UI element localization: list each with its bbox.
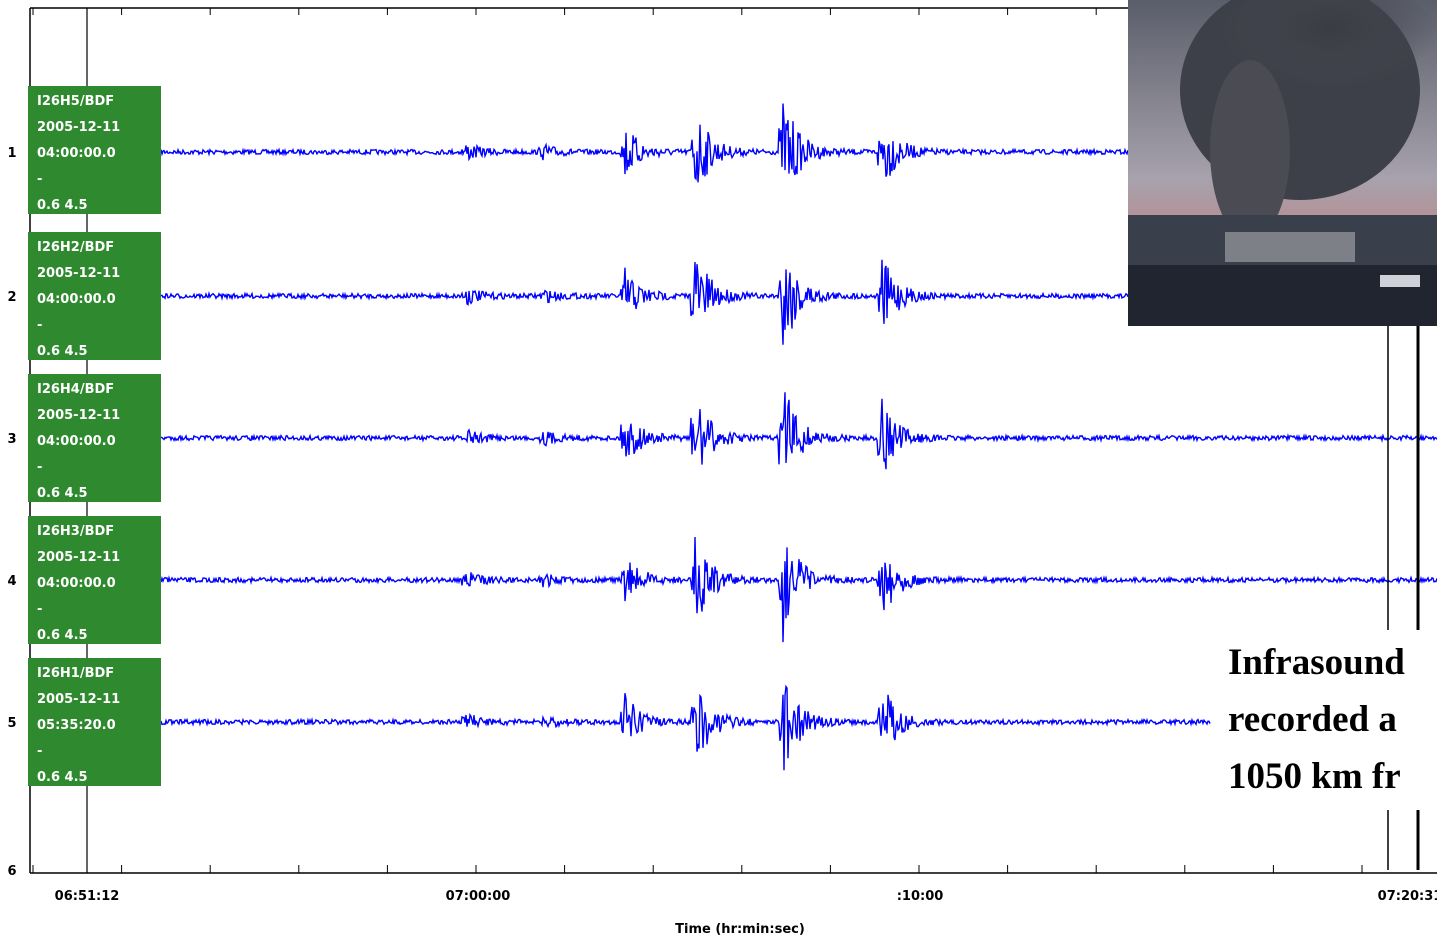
station-box xyxy=(28,232,161,360)
caption-line: 1050 km fr xyxy=(1228,756,1401,797)
station-date: 2005-12-11 xyxy=(37,692,120,707)
station-date: 2005-12-11 xyxy=(37,550,120,565)
station-dash: - xyxy=(37,744,42,759)
waveform-trace xyxy=(160,536,1437,643)
axis-title: Time (hr:min:sec) xyxy=(675,922,805,937)
caption-line: recorded a xyxy=(1228,699,1397,740)
caption-bg xyxy=(1220,630,1437,810)
station-time: 04:00:00.0 xyxy=(37,292,116,307)
row-number: 4 xyxy=(7,574,16,589)
station-time: 04:00:00.0 xyxy=(37,576,116,591)
station-box xyxy=(28,86,161,214)
station-band: 0.6 4.5 xyxy=(37,198,88,213)
row-number: 3 xyxy=(7,432,16,447)
station-station: I26H5/BDF xyxy=(37,94,114,109)
station-date: 2005-12-11 xyxy=(37,120,120,135)
waveform-trace xyxy=(160,684,1211,771)
station-box xyxy=(28,374,161,502)
station-station: I26H1/BDF xyxy=(37,666,114,681)
station-dash: - xyxy=(37,318,42,333)
station-time: 05:35:20.0 xyxy=(37,718,116,733)
station-date: 2005-12-11 xyxy=(37,408,120,423)
time-ticks: 06:51:12 07:00:00 :10:00 07:20:31 xyxy=(32,8,1437,904)
row-number: 2 xyxy=(7,290,16,305)
station-time: 04:00:00.0 xyxy=(37,434,116,449)
station-dash: - xyxy=(37,460,42,475)
event-photo xyxy=(1128,0,1437,326)
station-dash: - xyxy=(37,172,42,187)
station-band: 0.6 4.5 xyxy=(37,628,88,643)
station-dash: - xyxy=(37,602,42,617)
row-number: 5 xyxy=(7,716,16,731)
station-band: 0.6 4.5 xyxy=(37,486,88,501)
row-number: 1 xyxy=(7,146,16,161)
waveform-trace xyxy=(160,259,1129,345)
station-station: I26H4/BDF xyxy=(37,382,114,397)
caption-line: Infrasound xyxy=(1228,642,1405,683)
station-date: 2005-12-11 xyxy=(37,266,120,281)
station-box xyxy=(28,658,161,786)
station-station: I26H2/BDF xyxy=(37,240,114,255)
station-box xyxy=(28,516,161,644)
station-band: 0.6 4.5 xyxy=(37,770,88,785)
row-number: 6 xyxy=(7,864,16,879)
station-band: 0.6 4.5 xyxy=(37,344,88,359)
time-label: :10:00 xyxy=(897,889,944,904)
station-time: 04:00:00.0 xyxy=(37,146,116,161)
waveform-trace xyxy=(160,392,1437,470)
time-label: 06:51:12 xyxy=(55,889,120,904)
waveform-trace xyxy=(160,103,1129,183)
time-label: 07:00:00 xyxy=(446,889,511,904)
station-station: I26H3/BDF xyxy=(37,524,114,539)
waveforms xyxy=(160,103,1437,771)
time-label: 07:20:31 xyxy=(1378,889,1437,904)
trace-labels: 1 I26H5/BDF 2005-12-11 04:00:00.0 - 0.6 4.5 2 I… xyxy=(7,86,161,879)
